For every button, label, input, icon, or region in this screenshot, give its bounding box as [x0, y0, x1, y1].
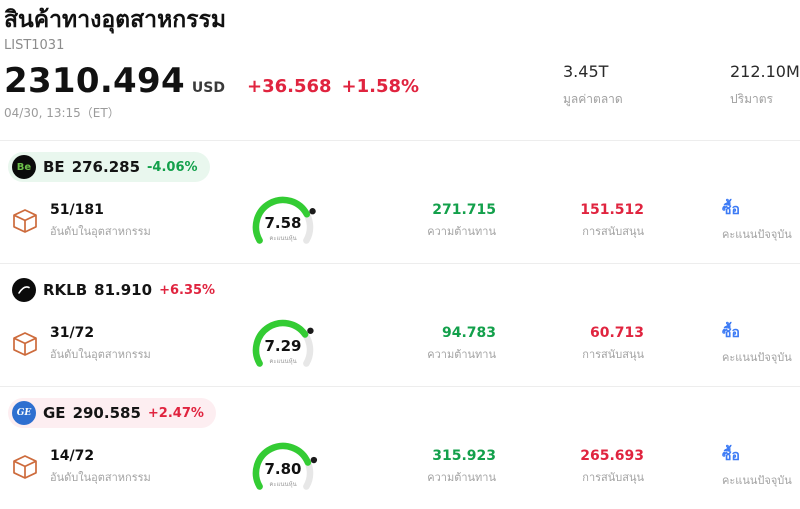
- market-cap-label: มูลค่าตลาด: [563, 92, 623, 106]
- signal-cell: ซื้อ คะแนนปัจจุบัน: [656, 445, 792, 489]
- price-change: +36.568 +1.58%: [247, 76, 419, 97]
- score-value: 7.29: [264, 337, 302, 355]
- score-gauge-label: คะแนนหุ้น: [269, 235, 297, 242]
- rank-cell: 51/181 อันดับในอุตสาหกรรม: [8, 202, 208, 240]
- score-gauge-label: คะแนนหุ้น: [269, 358, 297, 365]
- stock-detail: 31/72 อันดับในอุตสาหกรรม 7.29 คะแนนหุ้น …: [8, 312, 792, 376]
- ticker-symbol: GE: [43, 404, 66, 422]
- stock-row-ge: GE GE 290.585 +2.47% 14/72 อันดับในอุตสา…: [0, 386, 800, 509]
- signal-cell: ซื้อ คะแนนปัจจุบัน: [656, 322, 792, 366]
- volume-stat: 212.10M ปริมาตร: [730, 62, 800, 109]
- stock-detail: 51/181 อันดับในอุตสาหกรรม 7.58 คะแนนหุ้น…: [8, 189, 792, 253]
- signal-label: คะแนนปัจจุบัน: [722, 228, 792, 241]
- list-id: LIST1031: [4, 37, 65, 53]
- support-label: การสนับสนุน: [582, 471, 644, 484]
- buy-signal[interactable]: ซื้อ: [722, 448, 740, 464]
- rank-cell: 14/72 อันดับในอุตสาหกรรม: [8, 448, 208, 486]
- currency-label: USD: [191, 79, 225, 96]
- industry-box-icon: [13, 209, 37, 233]
- support-label: การสนับสนุน: [582, 225, 644, 238]
- support-value: 265.693: [580, 448, 644, 464]
- score-value: 7.80: [264, 460, 302, 478]
- rklb-logo-icon: [12, 278, 36, 302]
- quote-datetime: 04/30, 13:15（ET）: [4, 105, 120, 120]
- market-cap-value: 3.45T: [563, 62, 609, 81]
- ticker-pill[interactable]: Be BE 276.285 -4.06%: [8, 152, 210, 182]
- ticker-change-percent: +6.35%: [159, 282, 216, 298]
- buy-signal[interactable]: ซื้อ: [722, 325, 740, 341]
- industry-rank-label: อันดับในอุตสาหกรรม: [50, 225, 151, 238]
- resistance-label: ความต้านทาน: [427, 348, 496, 361]
- industry-box-icon: [13, 455, 37, 479]
- resistance-value: 315.923: [432, 448, 496, 464]
- ticker-pill[interactable]: RKLB 81.910 +6.35%: [8, 275, 227, 305]
- support-cell: 60.713 การสนับสนุน: [508, 325, 656, 363]
- ticker-price: 276.285: [71, 158, 141, 176]
- resistance-label: ความต้านทาน: [427, 225, 496, 238]
- support-value: 60.713: [589, 325, 644, 341]
- volume-label: ปริมาตร: [730, 92, 773, 106]
- volume-value: 212.10M: [730, 62, 800, 81]
- be-logo-icon: Be: [12, 155, 36, 179]
- stock-detail: 14/72 อันดับในอุตสาหกรรม 7.80 คะแนนหุ้น …: [8, 435, 792, 499]
- score-value: 7.58: [264, 214, 302, 232]
- score-gauge: 7.29 คะแนนหุ้น: [239, 316, 327, 372]
- score-gauge: 7.80 คะแนนหุ้น: [239, 439, 327, 495]
- industry-rank: 14/72: [50, 448, 95, 464]
- resistance-cell: 94.783 ความต้านทาน: [358, 325, 508, 363]
- ticker-price: 290.585: [72, 404, 141, 422]
- stock-row-be: Be BE 276.285 -4.06% 51/181 อันดับในอุตส…: [0, 140, 800, 263]
- ticker-change-percent: -4.06%: [147, 159, 198, 175]
- buy-signal[interactable]: ซื้อ: [722, 202, 740, 218]
- page-title: สินค้าทางอุตสาหกรรม: [4, 7, 227, 33]
- ticker-symbol: BE: [43, 158, 65, 176]
- header: สินค้าทางอุตสาหกรรม LIST1031 2310.494 US…: [0, 0, 800, 140]
- industry-rank: 31/72: [50, 325, 95, 341]
- resistance-cell: 271.715 ความต้านทาน: [358, 202, 508, 240]
- signal-label: คะแนนปัจจุบัน: [722, 351, 792, 364]
- change-percent: +1.58%: [341, 75, 420, 97]
- change-absolute: +36.568: [247, 75, 332, 97]
- stock-row-rklb: RKLB 81.910 +6.35% 31/72 อันดับในอุตสาหก…: [0, 263, 800, 386]
- industry-box-icon: [13, 332, 37, 356]
- resistance-value: 271.715: [432, 202, 496, 218]
- resistance-cell: 315.923 ความต้านทาน: [358, 448, 508, 486]
- rank-cell: 31/72 อันดับในอุตสาหกรรม: [8, 325, 208, 363]
- industry-rank: 51/181: [50, 202, 104, 218]
- resistance-label: ความต้านทาน: [427, 471, 496, 484]
- score-gauge: 7.58 คะแนนหุ้น: [239, 193, 327, 249]
- score-gauge-label: คะแนนหุ้น: [269, 481, 297, 488]
- market-cap-stat: 3.45T มูลค่าตลาด: [563, 62, 623, 109]
- index-price: 2310.494: [4, 60, 185, 101]
- ticker-change-percent: +2.47%: [147, 405, 204, 421]
- ge-logo-icon: GE: [12, 401, 36, 425]
- industry-rank-label: อันดับในอุตสาหกรรม: [50, 348, 151, 361]
- signal-cell: ซื้อ คะแนนปัจจุบัน: [656, 199, 792, 243]
- price-row: 2310.494 USD +36.568 +1.58%: [4, 61, 800, 101]
- support-cell: 265.693 การสนับสนุน: [508, 448, 656, 486]
- ticker-price: 81.910: [94, 281, 153, 299]
- signal-label: คะแนนปัจจุบัน: [722, 474, 792, 487]
- support-label: การสนับสนุน: [582, 348, 644, 361]
- industry-rank-label: อันดับในอุตสาหกรรม: [50, 471, 151, 484]
- support-cell: 151.512 การสนับสนุน: [508, 202, 656, 240]
- support-value: 151.512: [580, 202, 644, 218]
- ticker-pill[interactable]: GE GE 290.585 +2.47%: [8, 398, 216, 428]
- resistance-value: 94.783: [441, 325, 496, 341]
- ticker-symbol: RKLB: [43, 281, 88, 299]
